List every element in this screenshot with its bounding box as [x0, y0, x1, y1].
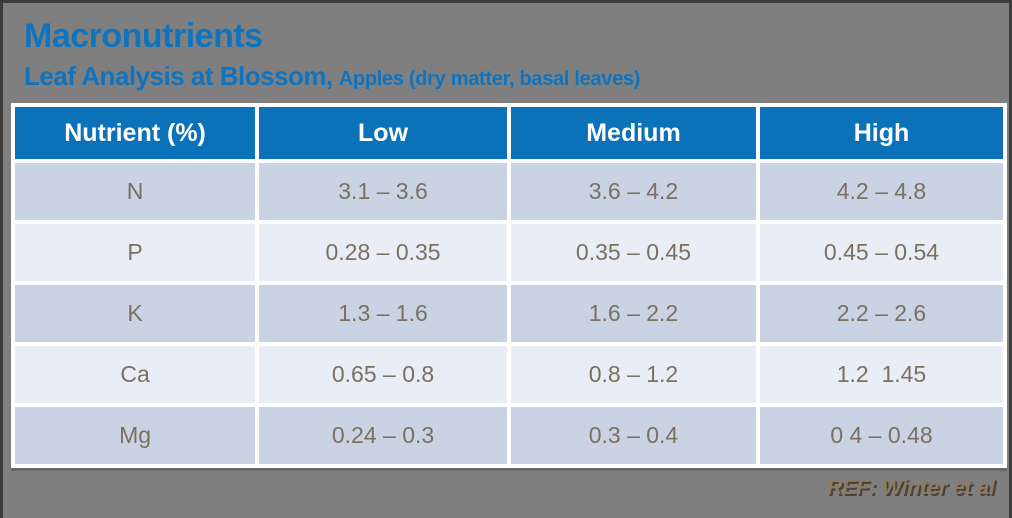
cell-medium: 0.8 – 1.2: [510, 346, 756, 403]
cell-high: 2.2 – 2.6: [759, 285, 1003, 342]
table-row-n: N 3.1 – 3.6 3.6 – 4.2 4.2 – 4.8: [15, 163, 1003, 220]
subtitle-main: Leaf Analysis at Blossom,: [24, 61, 333, 91]
cell-medium: 0.3 – 0.4: [510, 407, 756, 464]
cell-nutrient: P: [15, 224, 256, 281]
cell-low: 0.28 – 0.35: [259, 224, 507, 281]
cell-low: 0.65 – 0.8: [259, 346, 507, 403]
table-row-ca: Ca 0.65 – 0.8 0.8 – 1.2 1.2 1.45: [15, 346, 1003, 403]
cell-medium: 1.6 – 2.2: [510, 285, 756, 342]
cell-high: 0 4 – 0.48: [759, 407, 1003, 464]
table-row-k: K 1.3 – 1.6 1.6 – 2.2 2.2 – 2.6: [15, 285, 1003, 342]
subtitle-detail: Apples (dry matter, basal leaves): [338, 68, 641, 90]
cell-medium: 3.6 – 4.2: [510, 163, 756, 220]
slide-subtitle: Leaf Analysis at Blossom, Apples (dry mat…: [24, 61, 640, 92]
cell-nutrient: Mg: [15, 407, 256, 464]
nutrient-table: Nutrient (%) Low Medium High N 3.1 – 3.6…: [11, 103, 1007, 468]
cell-medium: 0.35 – 0.45: [510, 224, 756, 281]
table-header-row: Nutrient (%) Low Medium High: [15, 107, 1003, 159]
cell-low: 1.3 – 1.6: [259, 285, 507, 342]
cell-nutrient: Ca: [15, 346, 256, 403]
cell-nutrient: N: [15, 163, 256, 220]
cell-high: 0.45 – 0.54: [759, 224, 1003, 281]
cell-nutrient: K: [15, 285, 256, 342]
header-high: High: [759, 107, 1003, 159]
cell-low: 0.24 – 0.3: [259, 407, 507, 464]
header-nutrient: Nutrient (%): [15, 107, 256, 159]
slide-title: Macronutrients: [24, 17, 263, 55]
cell-high: 4.2 – 4.8: [759, 163, 1003, 220]
cell-low: 3.1 – 3.6: [259, 163, 507, 220]
cell-high: 1.2 1.45: [759, 346, 1003, 403]
reference-text: REF: Winter et al: [827, 476, 995, 499]
header-low: Low: [259, 107, 507, 159]
table-row-mg: Mg 0.24 – 0.3 0.3 – 0.4 0 4 – 0.48: [15, 407, 1003, 464]
header-medium: Medium: [510, 107, 756, 159]
table-row-p: P 0.28 – 0.35 0.35 – 0.45 0.45 – 0.54: [15, 224, 1003, 281]
